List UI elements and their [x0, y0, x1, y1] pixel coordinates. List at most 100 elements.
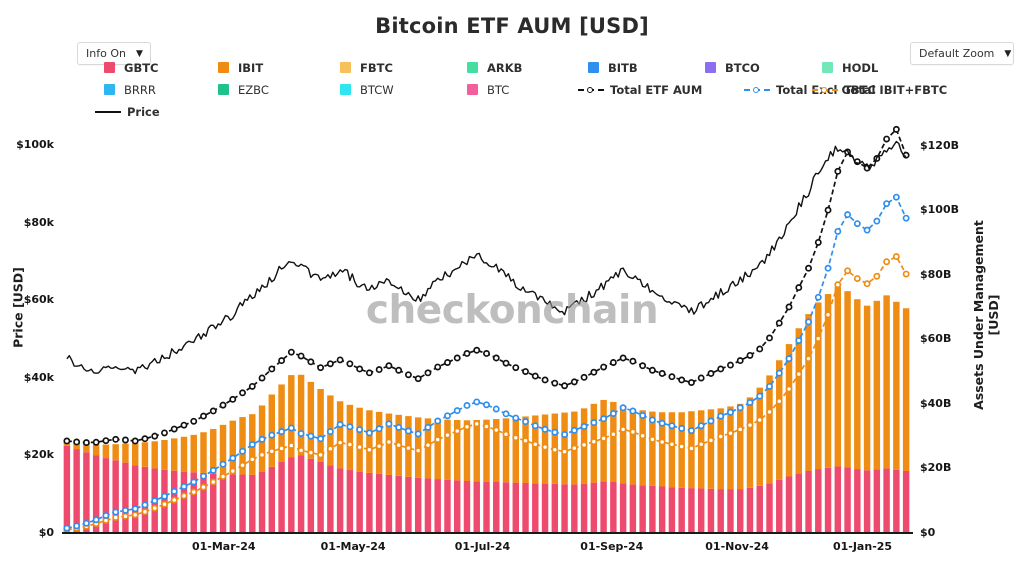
legend-item-btc[interactable]: BTC: [467, 82, 509, 97]
bar-segment-ibit[interactable]: [473, 419, 480, 482]
bar-segment-gbtc[interactable]: [346, 470, 354, 533]
bar-segment-gbtc[interactable]: [707, 488, 715, 533]
legend-item-fbtc[interactable]: FBTC: [340, 60, 393, 75]
bar-segment-gbtc[interactable]: [854, 469, 861, 533]
bar-segment-gbtc[interactable]: [805, 471, 812, 533]
bar-segment-gbtc[interactable]: [766, 483, 773, 533]
bar-segment-ibit[interactable]: [815, 302, 822, 470]
bar-segment-ibit[interactable]: [122, 443, 129, 463]
bar-segment-ibit[interactable]: [795, 328, 802, 474]
bar-segment-ibit[interactable]: [288, 375, 295, 458]
bar-segment-gbtc[interactable]: [483, 481, 490, 533]
bar-segment-gbtc[interactable]: [580, 483, 588, 533]
legend-item-total-etf-aum[interactable]: Total ETF AUM: [578, 82, 702, 97]
bar-segment-gbtc[interactable]: [600, 481, 607, 533]
bar-segment-gbtc[interactable]: [688, 488, 695, 533]
bar-segment-gbtc[interactable]: [629, 484, 637, 533]
bar-segment-ibit[interactable]: [239, 417, 246, 475]
bar-segment-ibit[interactable]: [502, 418, 510, 483]
bar-segment-gbtc[interactable]: [678, 487, 685, 533]
bar-segment-gbtc[interactable]: [658, 486, 666, 534]
bar-segment-gbtc[interactable]: [210, 473, 217, 533]
bar-segment-gbtc[interactable]: [883, 468, 890, 533]
bar-segment-ibit[interactable]: [131, 443, 139, 466]
bar-segment-ibit[interactable]: [210, 429, 217, 474]
bar-segment-gbtc[interactable]: [102, 458, 110, 533]
bar-segment-gbtc[interactable]: [756, 485, 763, 533]
bar-segment-gbtc[interactable]: [532, 483, 539, 533]
bar-segment-ibit[interactable]: [229, 420, 236, 475]
bar-segment-gbtc[interactable]: [92, 455, 100, 534]
bar-segment-gbtc[interactable]: [522, 482, 529, 533]
bar-segment-ibit[interactable]: [776, 360, 783, 480]
bar-segment-gbtc[interactable]: [512, 482, 519, 533]
bar-segment-ibit[interactable]: [307, 381, 315, 459]
bar-segment-ibit[interactable]: [863, 305, 871, 471]
bar-segment-ibit[interactable]: [805, 314, 812, 471]
bar-segment-gbtc[interactable]: [541, 483, 549, 533]
legend-item-arkb[interactable]: ARKB: [467, 60, 522, 75]
bar-segment-gbtc[interactable]: [697, 488, 705, 533]
bar-segment-ibit[interactable]: [785, 344, 793, 477]
bar-segment-gbtc[interactable]: [395, 475, 402, 533]
bar-segment-gbtc[interactable]: [356, 471, 363, 533]
bar-segment-gbtc[interactable]: [385, 474, 393, 533]
bar-segment-ibit[interactable]: [83, 443, 90, 453]
bar-segment-ibit[interactable]: [737, 403, 744, 490]
line-series-total-excl-gbtc[interactable]: [63, 193, 910, 532]
bar-segment-gbtc[interactable]: [288, 457, 295, 533]
bar-segment-ibit[interactable]: [658, 412, 666, 487]
bar-segment-ibit[interactable]: [717, 408, 724, 490]
bar-segment-ibit[interactable]: [171, 438, 178, 471]
bar-segment-gbtc[interactable]: [414, 477, 422, 533]
bar-segment-gbtc[interactable]: [561, 484, 568, 533]
bar-segment-ibit[interactable]: [219, 424, 227, 474]
bar-segment-gbtc[interactable]: [590, 482, 598, 533]
bar-segment-ibit[interactable]: [180, 436, 188, 472]
bar-segment-ibit[interactable]: [161, 440, 168, 470]
bar-segment-gbtc[interactable]: [610, 481, 617, 533]
bar-segment-gbtc[interactable]: [795, 473, 802, 533]
bar-segment-ibit[interactable]: [493, 419, 500, 482]
line-series-total-etf-aum[interactable]: [63, 125, 910, 447]
bar-segment-ibit[interactable]: [200, 432, 207, 473]
bar-segment-ibit[interactable]: [893, 301, 900, 470]
bar-segment-gbtc[interactable]: [131, 465, 139, 533]
legend-item-bitb[interactable]: BITB: [588, 60, 638, 75]
bar-segment-ibit[interactable]: [268, 394, 276, 467]
bar-segment-gbtc[interactable]: [180, 471, 188, 533]
legend-item-btco[interactable]: BTCO: [705, 60, 760, 75]
bar-segment-gbtc[interactable]: [737, 489, 744, 533]
bar-segment-ibit[interactable]: [92, 444, 100, 456]
bar-segment-gbtc[interactable]: [844, 467, 851, 533]
bar-segment-gbtc[interactable]: [639, 485, 646, 533]
bar-segment-ibit[interactable]: [463, 420, 471, 482]
bar-segment-ibit[interactable]: [746, 397, 754, 488]
bar-segment-gbtc[interactable]: [63, 445, 71, 533]
bar-segment-ibit[interactable]: [141, 442, 149, 467]
bar-segment-ibit[interactable]: [278, 384, 285, 462]
bar-segment-ibit[interactable]: [356, 407, 363, 472]
bar-segment-ibit[interactable]: [639, 410, 646, 486]
bar-segment-ibit[interactable]: [824, 294, 832, 468]
bar-segment-gbtc[interactable]: [375, 473, 383, 533]
bar-segment-ibit[interactable]: [649, 411, 656, 486]
bar-segment-ibit[interactable]: [522, 416, 529, 483]
bar-segment-gbtc[interactable]: [454, 480, 461, 533]
legend-item-total-ibit-fbtc[interactable]: Total IBIT+FBTC: [812, 82, 947, 97]
line-series-total-ibit-fbtc[interactable]: [63, 253, 910, 533]
bar-segment-gbtc[interactable]: [73, 449, 80, 533]
legend-item-price[interactable]: Price: [95, 104, 160, 119]
bar-segment-gbtc[interactable]: [824, 467, 832, 533]
bar-segment-ibit[interactable]: [317, 388, 324, 462]
bar-segment-gbtc[interactable]: [219, 473, 227, 533]
bar-segment-ibit[interactable]: [883, 295, 890, 469]
bar-segment-ibit[interactable]: [844, 291, 851, 468]
bar-segment-gbtc[interactable]: [190, 472, 197, 533]
bar-segment-gbtc[interactable]: [239, 474, 246, 533]
bar-segment-gbtc[interactable]: [619, 483, 627, 533]
bar-segment-gbtc[interactable]: [141, 466, 149, 533]
bar-segment-gbtc[interactable]: [551, 483, 559, 533]
bar-segment-gbtc[interactable]: [434, 479, 441, 533]
bar-segment-gbtc[interactable]: [258, 471, 266, 533]
